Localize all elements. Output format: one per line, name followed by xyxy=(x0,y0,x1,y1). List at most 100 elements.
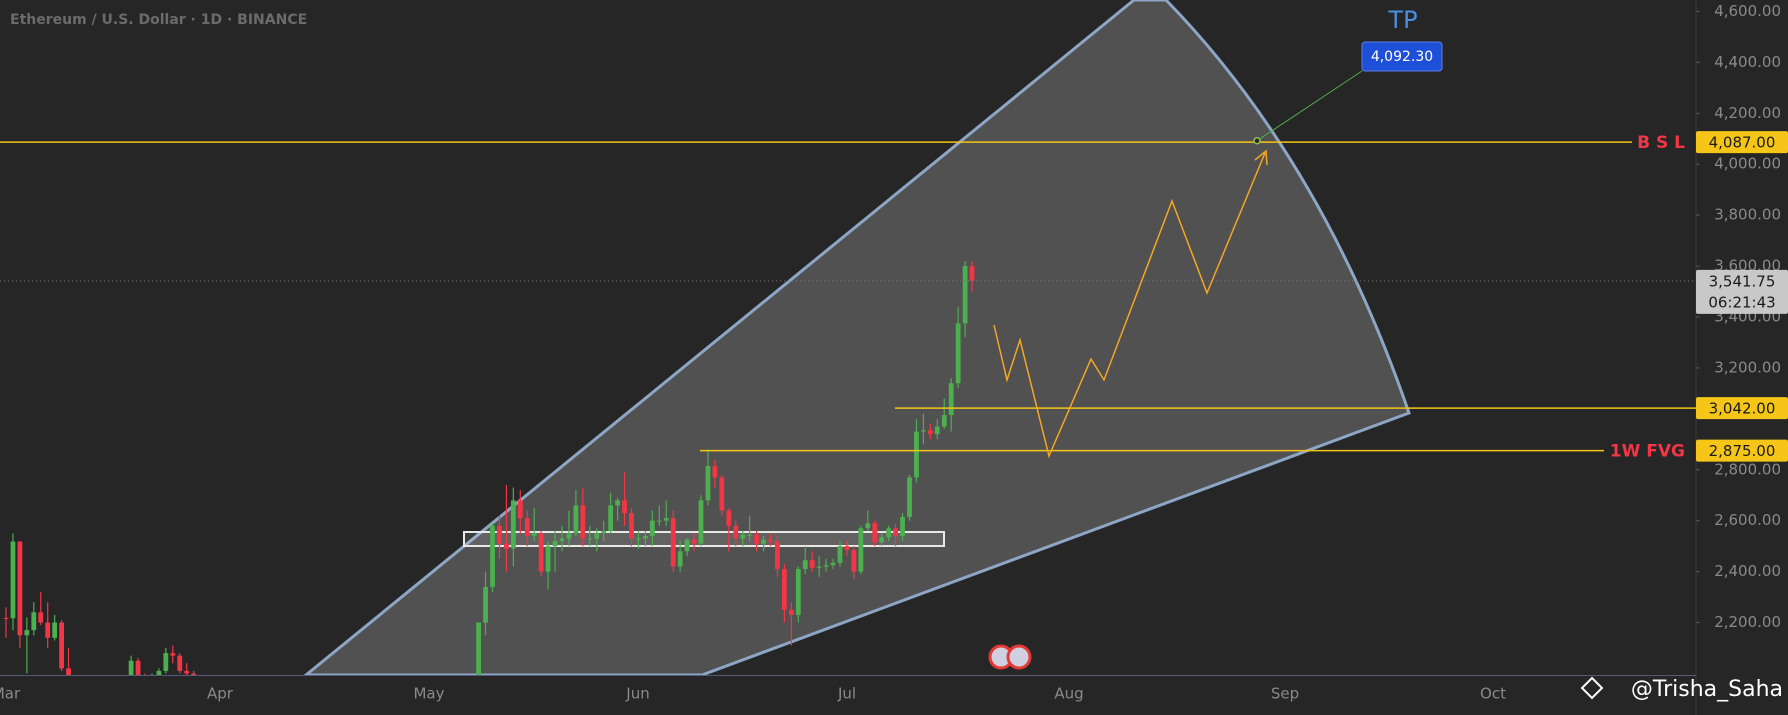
candle-body xyxy=(670,518,676,567)
candle-body xyxy=(719,477,725,511)
candle-body xyxy=(629,513,634,539)
candle-body xyxy=(858,528,864,572)
candle-body xyxy=(545,546,551,572)
candle-body xyxy=(497,525,502,544)
x-axis: Mar Apr May Jun Jul Aug Sep Oct xyxy=(0,685,1506,703)
candle-body xyxy=(10,541,16,619)
candle-body xyxy=(893,528,898,536)
candle-body xyxy=(66,668,71,675)
candle-body xyxy=(886,528,892,538)
candle-body xyxy=(490,525,495,587)
candle-body xyxy=(476,622,481,675)
candle-body xyxy=(830,562,836,566)
watermark: @Trisha_Saha xyxy=(1631,677,1783,702)
x-tick-label: May xyxy=(413,685,444,703)
candle-body xyxy=(900,516,905,536)
candle-body xyxy=(594,533,600,539)
candle-body xyxy=(483,586,488,623)
candle-body xyxy=(955,323,961,384)
candle-body xyxy=(844,546,850,550)
candle-body xyxy=(3,617,9,619)
candle-body xyxy=(851,549,857,572)
candle-body xyxy=(538,533,544,572)
price-tag xyxy=(1696,131,1788,154)
levels: B S L 4,087.00 3,042.00 1W FVG 2,875.00 3,541… xyxy=(0,6,1788,462)
candle-body xyxy=(705,465,711,501)
candle-body xyxy=(726,510,732,526)
candle-body xyxy=(587,538,593,540)
candle-body xyxy=(740,534,746,539)
x-tick-label: Oct xyxy=(1480,685,1506,703)
candle-body xyxy=(580,505,586,539)
candle-body xyxy=(921,430,926,432)
target-tag xyxy=(1361,41,1443,72)
candle-body xyxy=(775,541,780,570)
candle-body xyxy=(733,525,739,539)
candle-body xyxy=(510,500,516,549)
price-axis xyxy=(1696,0,1788,715)
candle-body xyxy=(934,426,940,435)
y-tick-label: 2,800.00 xyxy=(1714,460,1781,478)
candle-body xyxy=(795,569,801,615)
candle-body xyxy=(761,539,766,544)
candle-body xyxy=(524,518,530,536)
icons xyxy=(988,644,1032,670)
candle-body xyxy=(601,530,607,534)
candle-body xyxy=(656,520,662,522)
target-line xyxy=(1256,70,1363,142)
candle-body xyxy=(691,539,697,544)
candle-body xyxy=(677,551,683,567)
candle-body xyxy=(177,655,183,671)
candles xyxy=(3,260,975,675)
y-tick-label: 4,200.00 xyxy=(1714,104,1781,122)
candle-body xyxy=(816,566,822,568)
candle-body xyxy=(712,465,718,478)
candle-body xyxy=(31,612,37,631)
y-tick-label: 3,200.00 xyxy=(1714,358,1781,376)
price-tag-label: 3,541.75 xyxy=(1709,272,1776,290)
candle-body xyxy=(517,500,523,519)
candle-body xyxy=(962,266,968,324)
y-tick-label: 4,600.00 xyxy=(1714,2,1781,20)
candle-body xyxy=(135,660,141,675)
candle-body xyxy=(914,431,919,478)
y-tick-label: 4,400.00 xyxy=(1714,53,1781,71)
candle-body xyxy=(802,560,808,570)
price-tag-label: 3,042.00 xyxy=(1709,400,1776,418)
candle-body xyxy=(552,541,558,547)
candle-body xyxy=(788,609,794,615)
candle-body xyxy=(663,518,669,521)
price-tag xyxy=(1696,439,1788,462)
x-tick-label: Jul xyxy=(837,685,856,703)
candle-body xyxy=(615,500,620,506)
candle-body xyxy=(754,534,759,544)
level-name: B S L xyxy=(1637,133,1685,153)
projection-arrow xyxy=(1254,149,1268,166)
y-tick-label: 3,800.00 xyxy=(1714,206,1781,224)
x-tick-label: Aug xyxy=(1054,685,1083,703)
candle-body xyxy=(907,477,912,517)
x-tick-label: Sep xyxy=(1271,685,1299,703)
y-tick-label: 2,400.00 xyxy=(1714,562,1781,580)
price-tag xyxy=(1696,269,1788,314)
countdown: 06:21:43 xyxy=(1708,293,1775,311)
target-point xyxy=(1253,136,1261,145)
target-label: TP xyxy=(1387,6,1417,34)
x-tick-label: Mar xyxy=(0,685,21,703)
candle-body xyxy=(622,500,627,514)
event-icon xyxy=(1006,644,1032,670)
level-name: 1W FVG xyxy=(1610,442,1685,462)
candle-body xyxy=(156,670,162,675)
price-tag-label: 4,087.00 xyxy=(1709,134,1776,152)
candle-body xyxy=(17,541,23,636)
candle-body xyxy=(52,622,58,638)
chart-title: Ethereum / U.S. Dollar · 1D · BINANCE xyxy=(10,12,307,28)
candle-body xyxy=(38,612,44,623)
candle-body xyxy=(768,539,773,542)
candle-body xyxy=(879,537,885,543)
candle-body xyxy=(927,430,933,435)
watermark-logo xyxy=(1580,676,1604,700)
